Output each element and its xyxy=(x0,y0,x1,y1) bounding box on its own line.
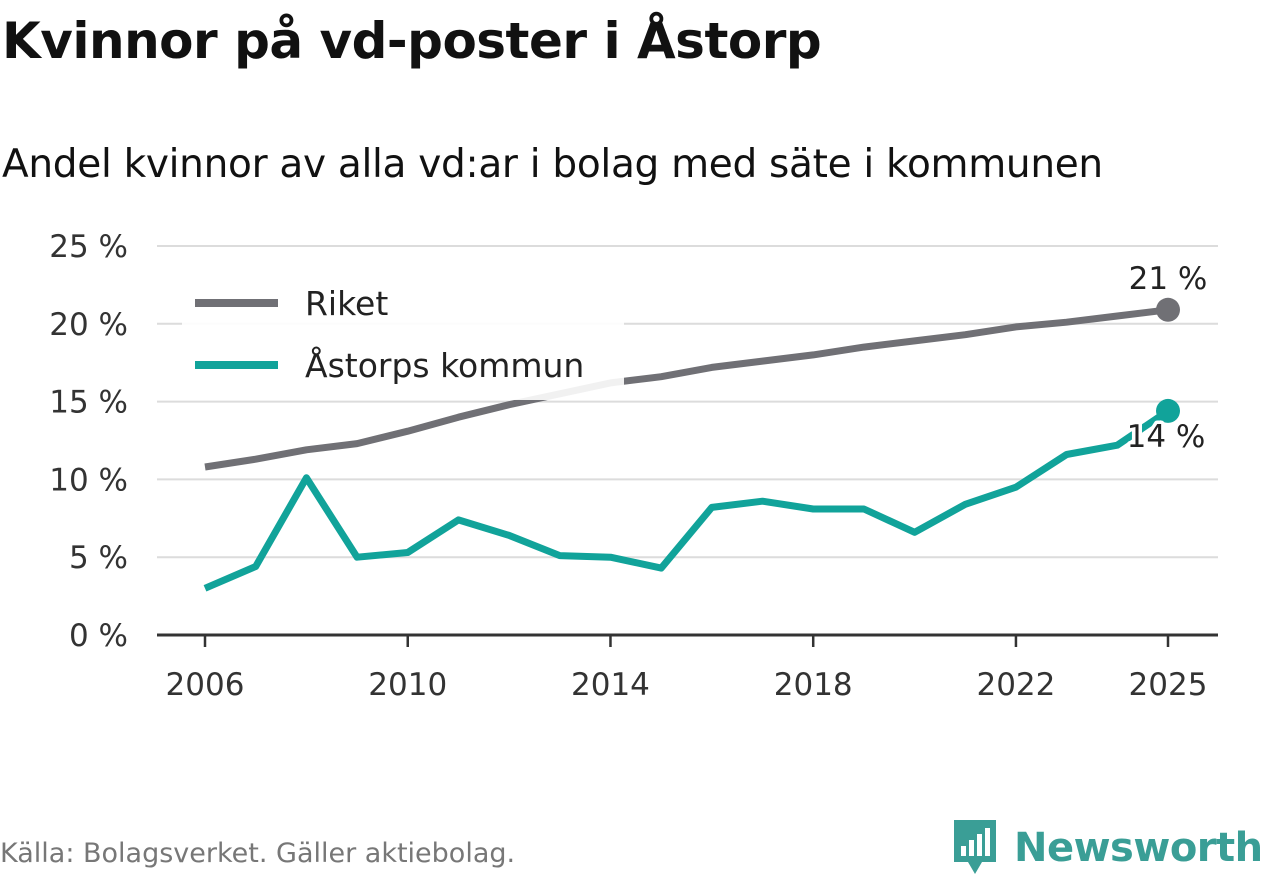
chart-title: Kvinnor på vd-poster i Åstorp xyxy=(2,12,822,70)
series-line-0 xyxy=(204,306,1169,471)
brand-name: Newsworthy xyxy=(1014,825,1262,871)
end-label: 21 % xyxy=(1129,261,1208,297)
y-tick-label: 15 % xyxy=(49,385,128,421)
x-tick-label: 2010 xyxy=(368,667,447,703)
x-tick-label: 2022 xyxy=(976,667,1055,703)
end-labels: 21 %21 %14 %14 % xyxy=(1123,257,1211,458)
end-label-halo: 21 % xyxy=(1129,261,1208,297)
end-point xyxy=(1156,297,1180,322)
y-tick-label: 25 % xyxy=(49,229,128,265)
line-chart: 0 %5 %10 %15 %20 %25 % 2006 2010 2014 2018 2… xyxy=(49,229,1218,703)
series-lines xyxy=(203,306,1170,592)
x-tick-label: 2006 xyxy=(166,667,245,703)
x-tick-label: 2014 xyxy=(571,667,650,703)
series-line-1 xyxy=(203,408,1170,592)
chart-subtitle: Andel kvinnor av alla vd:ar i bolag med … xyxy=(2,142,1103,187)
legend-background xyxy=(182,268,624,400)
legend-label: Åstorps kommun xyxy=(305,345,584,385)
end-point xyxy=(1156,398,1180,423)
y-tick-label: 5 % xyxy=(69,540,128,576)
y-axis-ticks: 0 % 5 % 10 % 15 % 20 % 25 % xyxy=(49,229,128,654)
legend-label: Riket xyxy=(305,284,388,323)
brand-logo[interactable]: Newsworthy xyxy=(950,818,1262,878)
end-label-halo: 14 % xyxy=(1127,419,1206,455)
newsworthy-logo-icon xyxy=(954,820,996,874)
x-tick-label: 2018 xyxy=(774,667,853,703)
end-label: 14 % xyxy=(1127,419,1206,455)
y-tick-label: 10 % xyxy=(49,462,128,498)
x-axis: 2006 2010 2014 2018 2022 2025 xyxy=(157,633,1218,703)
y-tick-label: 0 % xyxy=(69,618,128,654)
legend: Riket Åstorps kommun xyxy=(182,268,624,400)
source-note: Källa: Bolagsverket. Gäller aktiebolag. xyxy=(0,838,516,869)
y-tick-label: 20 % xyxy=(49,307,128,343)
x-tick-label: 2025 xyxy=(1129,667,1208,703)
